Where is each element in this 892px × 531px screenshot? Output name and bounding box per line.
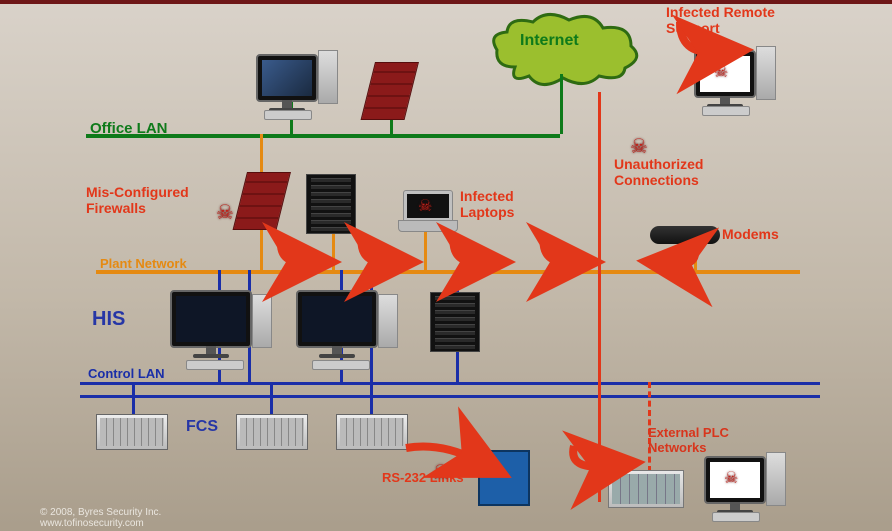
link-2 — [560, 74, 563, 134]
link-13 — [132, 382, 135, 414]
threat-skull-1: ☠ — [630, 134, 648, 159]
node-ext_pc: ☠ — [704, 456, 766, 504]
label-modems: Modems — [722, 226, 779, 242]
label-office_lan: Office LAN — [90, 120, 168, 137]
copyright-text: © 2008, Byres Security Inc. — [40, 507, 161, 518]
label-internet: Internet — [520, 32, 579, 50]
label-infected_laptops: Infected Laptops — [460, 188, 550, 220]
threat-arrow-7 — [573, 446, 606, 467]
internet-cloud — [485, 12, 645, 92]
link-6 — [598, 92, 601, 502]
network-plant_network — [96, 270, 800, 274]
label-unauthorized: Unauthorized Connections — [614, 156, 744, 188]
label-his: HIS — [92, 308, 125, 331]
network-diagram: Internet Office LAN Plant Network HIS Contro… — [0, 0, 892, 531]
node-remote_pc: ☠ — [694, 50, 756, 98]
link-5 — [424, 229, 427, 270]
threat-arrow-5 — [676, 244, 695, 264]
threat-skull-2: ☠ — [432, 460, 450, 485]
threat-arrow-3 — [453, 234, 476, 262]
label-infected_remote_support: Infected Remote Support — [666, 4, 796, 36]
threat-arrow-4 — [543, 234, 566, 262]
link-15 — [370, 382, 373, 414]
label-plant_network: Plant Network — [100, 256, 187, 271]
node-his2 — [296, 290, 378, 348]
threat-skull-0: ☠ — [216, 200, 234, 225]
label-external_plc: External PLC Networks — [648, 426, 768, 456]
node-office_pc — [256, 54, 318, 102]
label-control_lan: Control LAN — [88, 366, 165, 381]
threat-arrow-1 — [281, 234, 302, 262]
label-misconfigured_firewalls: Mis-Configured Firewalls — [86, 184, 216, 216]
label-rs232: RS-232 Links — [382, 470, 464, 485]
link-4 — [332, 229, 335, 270]
footer-url: www.tofinosecurity.com — [40, 518, 161, 529]
footer: © 2008, Byres Security Inc. www.tofinose… — [40, 507, 161, 529]
link-14 — [270, 382, 273, 414]
network-control_lan — [80, 382, 820, 398]
threat-arrow-6 — [406, 447, 476, 461]
threat-arrow-2 — [361, 234, 384, 262]
node-his1 — [170, 290, 252, 348]
label-fcs: FCS — [186, 418, 218, 436]
link-7 — [694, 244, 697, 270]
